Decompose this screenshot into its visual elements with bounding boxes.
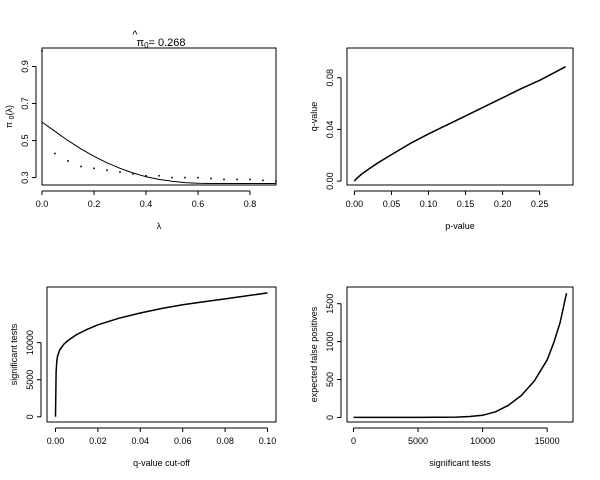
p1-title-hat: ^ bbox=[132, 29, 138, 41]
p4-y-tick-label: 1500 bbox=[325, 294, 335, 314]
p4-x-tick-label: 0 bbox=[351, 436, 356, 446]
p1-y-axis-title: π 0(λ) bbox=[4, 105, 16, 128]
p3-x-tick-label: 0.10 bbox=[259, 436, 277, 446]
p2-x-tick-label: 0.15 bbox=[457, 199, 475, 209]
p4-x-tick-label: 10000 bbox=[470, 436, 495, 446]
p2-y-tick-label: 0.08 bbox=[325, 69, 335, 87]
p2-x-tick-label: 0.00 bbox=[346, 199, 364, 209]
p3-panel: 0.00 0.02 0.04 0.06 0.08 0.10 0 5000 10000 q-valu… bbox=[9, 286, 277, 468]
p3-y-tick-label: 10000 bbox=[25, 330, 35, 355]
p1-data-point bbox=[41, 49, 43, 52]
p3-y-tick-label: 0 bbox=[25, 414, 35, 419]
p3-series-line-1 bbox=[54, 292, 268, 417]
p1-x-tick-label: 0.4 bbox=[140, 199, 153, 209]
p1-data-point bbox=[210, 177, 212, 180]
p1-data-point bbox=[106, 169, 108, 171]
p1-x-axis-title: λ bbox=[157, 221, 162, 231]
p2-x-axis-title: p-value bbox=[445, 221, 475, 231]
p3-y-axis-title: significant tests bbox=[9, 323, 19, 385]
p1-series-line-2 bbox=[41, 121, 276, 184]
p1-data-point bbox=[223, 178, 225, 181]
p1-data-point bbox=[119, 171, 121, 173]
p3-x-tick-label: 0.06 bbox=[174, 436, 192, 446]
p4-x-tick-label: 15000 bbox=[535, 436, 560, 446]
p1-plot-frame bbox=[41, 47, 277, 186]
p2-y-tick-label: 0.00 bbox=[325, 172, 335, 190]
p3-x-axis-title: q-value cut-off bbox=[133, 458, 190, 468]
p1-x-tick-label: 0.6 bbox=[192, 199, 205, 209]
p4-plot-frame bbox=[346, 286, 574, 423]
p1-data-point bbox=[67, 160, 69, 162]
p4-x-tick-label: 5000 bbox=[408, 436, 428, 446]
p3-x-tick-label: 0.04 bbox=[132, 436, 150, 446]
p4-y-tick-label: 1000 bbox=[325, 332, 335, 352]
p1-data-point bbox=[262, 179, 264, 182]
p1-data-point bbox=[145, 174, 147, 177]
p1-data-point bbox=[80, 165, 82, 168]
p2-y-tick-label: 0.04 bbox=[325, 121, 335, 139]
p2-x-tick-label: 0.05 bbox=[383, 199, 401, 209]
p1-data-point bbox=[236, 178, 238, 181]
p1-data-point bbox=[93, 167, 95, 170]
p1-data-point bbox=[132, 173, 134, 175]
p1-data-point bbox=[275, 180, 277, 183]
p1-title: π0= 0.268 bbox=[136, 37, 185, 50]
p2-panel: 0.00 0.05 0.10 0.15 0.20 0.25 0.00 0.04 0.08 p-va… bbox=[309, 47, 574, 231]
p4-series-line-1 bbox=[353, 292, 568, 419]
p4-y-tick-label: 0 bbox=[325, 415, 335, 420]
p1-data-point bbox=[197, 176, 199, 179]
p1-y-tick-label: 0.3 bbox=[20, 171, 30, 184]
p2-x-tick-label: 0.25 bbox=[531, 199, 549, 209]
p1-data-point bbox=[184, 176, 186, 179]
p3-x-tick-label: 0.00 bbox=[47, 436, 65, 446]
p2-x-tick-label: 0.10 bbox=[420, 199, 438, 209]
p3-plot-frame bbox=[46, 286, 277, 423]
p4-panel: 0 5000 10000 15000 0 500 1000 1500 significant t… bbox=[309, 286, 574, 468]
p1-data-point bbox=[158, 174, 160, 177]
p1-panel: 0.0 0.2 0.4 0.6 0.8 0.3 0.5 0.7 0.9 λ π 0(λ) π0= 0.… bbox=[4, 29, 277, 231]
p1-x-tick-label: 0.0 bbox=[36, 199, 49, 209]
p3-x-tick-label: 0.08 bbox=[216, 436, 234, 446]
p1-y-tick-label: 0.5 bbox=[20, 134, 30, 147]
p4-y-axis-title: expected false positives bbox=[309, 306, 319, 402]
p2-x-tick-label: 0.20 bbox=[494, 199, 512, 209]
p4-y-tick-label: 500 bbox=[325, 372, 335, 387]
p2-series-line-1 bbox=[353, 66, 566, 182]
p2-y-axis-title: q-value bbox=[309, 102, 319, 132]
p1-data-point bbox=[171, 176, 173, 179]
p1-data-point bbox=[54, 152, 56, 155]
p4-x-axis-title: significant tests bbox=[429, 458, 491, 468]
p1-x-tick-label: 0.8 bbox=[244, 199, 257, 209]
p3-x-tick-label: 0.02 bbox=[89, 436, 107, 446]
p1-y-tick-label: 0.9 bbox=[20, 60, 30, 73]
p1-y-tick-label: 0.7 bbox=[20, 97, 30, 110]
p3-y-tick-label: 5000 bbox=[25, 370, 35, 390]
p2-plot-frame bbox=[346, 47, 574, 186]
p1-data-point bbox=[249, 178, 251, 181]
p1-x-tick-label: 0.2 bbox=[88, 199, 101, 209]
